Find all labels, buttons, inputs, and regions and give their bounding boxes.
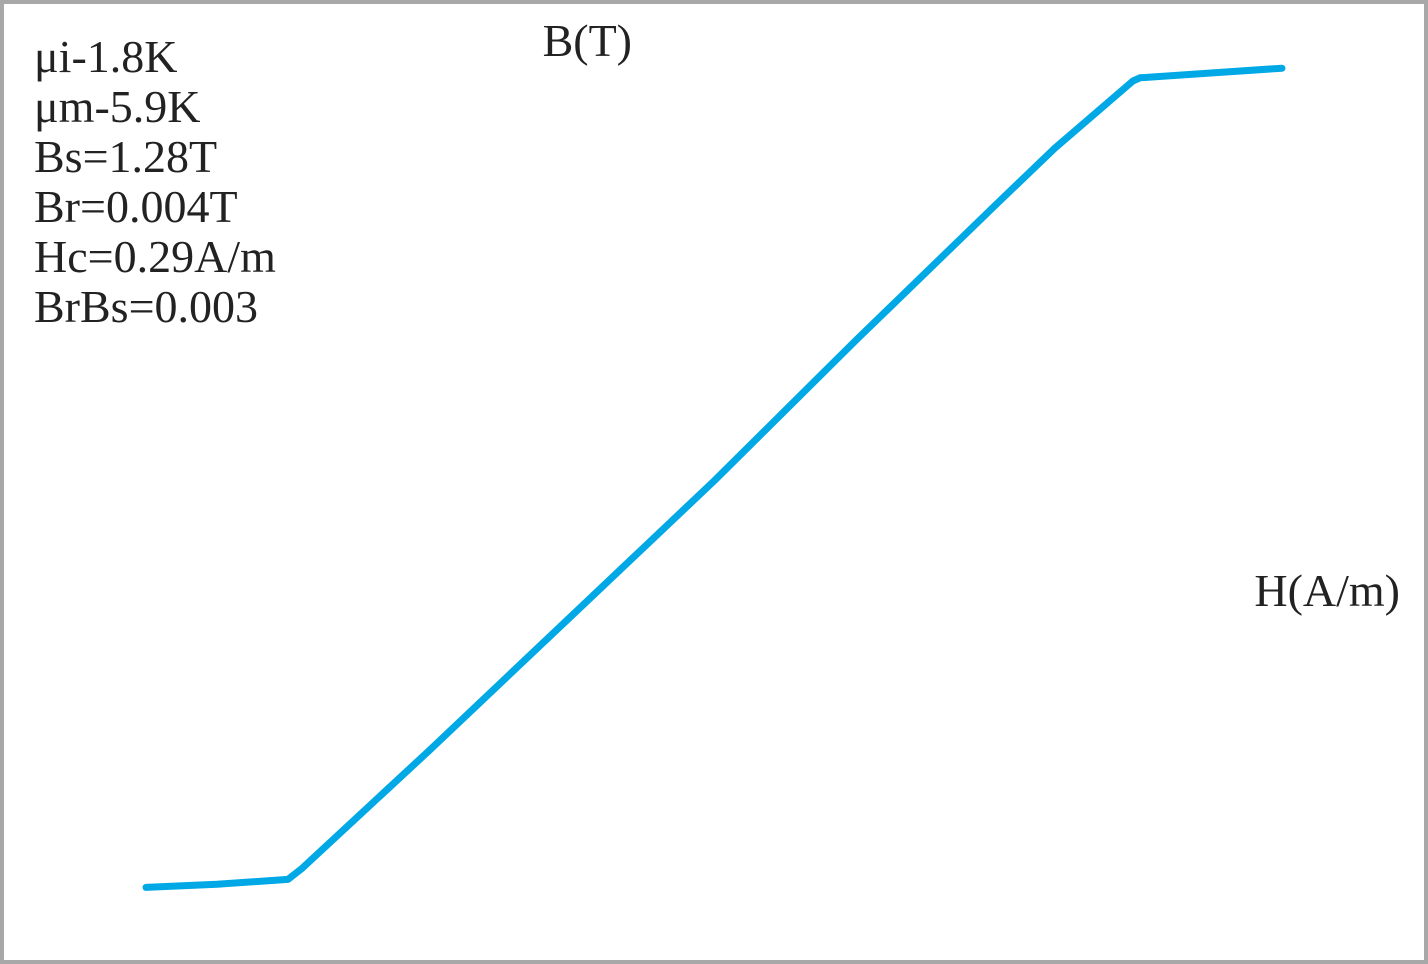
annotation: Br=0.004T: [34, 181, 238, 232]
annotation: BrBs=0.003: [34, 281, 258, 332]
annotation: μi-1.8K: [34, 31, 177, 82]
y-axis-label: B(T): [543, 15, 632, 66]
data-line: [142, 64, 1286, 891]
marks: [142, 64, 1286, 891]
annotation: Hc=0.29A/m: [34, 231, 276, 282]
x-axis-label: H(A/m): [1254, 565, 1400, 616]
labels: B(T) H(A/m) μi-1.8Kμm-5.9KBs=1.28TBr=0.004…: [34, 15, 1400, 616]
annotation: Bs=1.28T: [34, 131, 217, 182]
annotation: μm-5.9K: [34, 81, 200, 132]
